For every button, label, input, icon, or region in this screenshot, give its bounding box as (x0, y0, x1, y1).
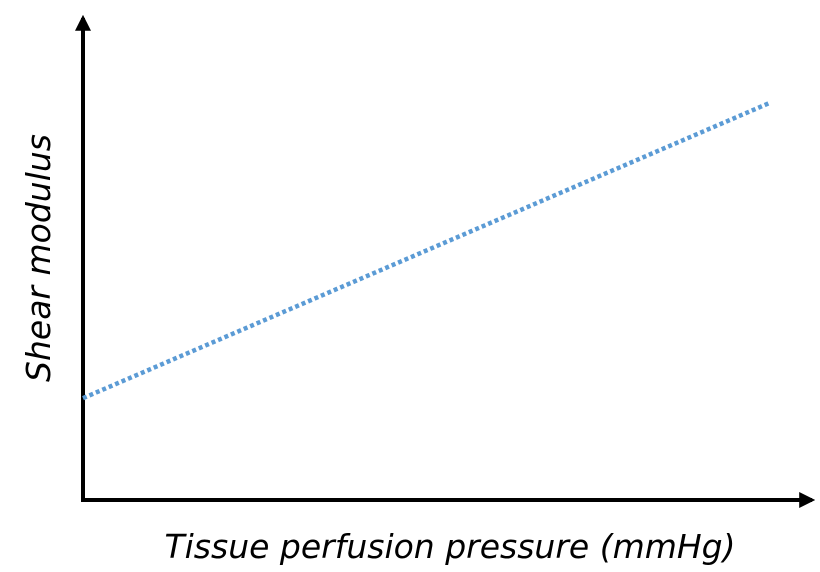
x-axis-label: Tissue perfusion pressure (mmHg) (164, 527, 735, 566)
data-line (82, 100, 772, 401)
y-axis-label: Shear modulus (19, 134, 58, 382)
